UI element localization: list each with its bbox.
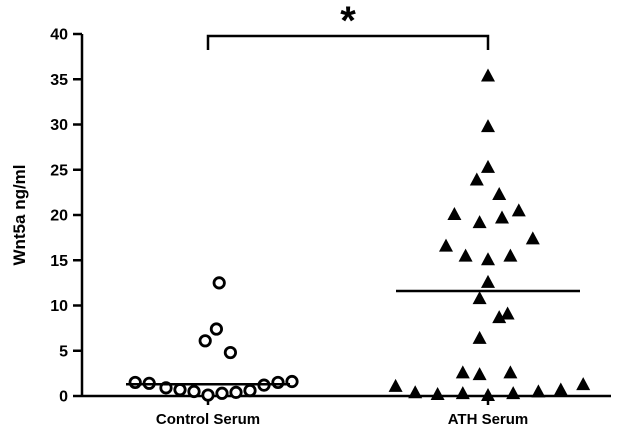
data-point [212, 276, 226, 290]
y-tick-label: 40 [50, 27, 68, 44]
y-tick-label: 25 [50, 162, 68, 179]
significance-line [206, 34, 490, 50]
mean-lines [126, 289, 580, 386]
data-point [481, 68, 495, 82]
y-axis: 0 5 10 15 20 25 30 35 40 [50, 27, 84, 406]
data-point [492, 187, 507, 201]
data-point [481, 274, 495, 288]
y-tick-label: 30 [50, 117, 68, 134]
y-tick-label: 20 [50, 208, 68, 225]
data-point [503, 248, 518, 262]
data-point [469, 172, 484, 186]
data-point [215, 386, 229, 400]
data-point [481, 252, 495, 266]
data-point [472, 215, 487, 229]
y-tick-label: 35 [50, 72, 68, 89]
data-point [495, 210, 509, 224]
data-point [243, 383, 257, 398]
data-point [472, 291, 487, 305]
data-point [198, 334, 212, 348]
y-tick-label: 5 [59, 343, 68, 360]
data-point [481, 159, 495, 173]
data-point [503, 365, 518, 379]
data-point [128, 375, 142, 390]
data-point [447, 206, 462, 220]
data-point [229, 385, 243, 399]
data-point [223, 345, 237, 360]
data-point [506, 386, 521, 400]
data-point [458, 248, 473, 262]
data-point [430, 387, 445, 401]
data-point [531, 384, 546, 398]
data-point [576, 377, 591, 391]
data-point [481, 387, 495, 401]
data-point [553, 382, 568, 396]
data-point [187, 384, 201, 399]
data-point [472, 330, 487, 344]
significance-bracket: * [206, 0, 490, 50]
data-point [173, 383, 187, 397]
data-point [525, 231, 540, 245]
x-axis: Control Serum ATH Serum [82, 394, 611, 428]
data-points [128, 68, 591, 402]
data-point [511, 203, 526, 217]
data-point [388, 378, 403, 392]
data-point [472, 367, 487, 381]
data-point [439, 238, 453, 252]
data-point [481, 119, 495, 133]
x-tick-label: ATH Serum [448, 411, 529, 428]
data-point [455, 386, 470, 400]
data-point [408, 385, 423, 399]
data-point [500, 306, 515, 320]
y-tick-label: 15 [50, 253, 68, 270]
data-point [492, 310, 507, 324]
data-point [209, 322, 223, 336]
data-point [455, 365, 470, 379]
data-point [201, 388, 215, 402]
x-tick-label: Control Serum [156, 411, 260, 428]
y-tick-label: 10 [50, 298, 68, 315]
y-tick-label: 0 [59, 389, 68, 406]
data-point [271, 375, 285, 390]
y-axis-label: Wnt5a ng/ml [10, 164, 29, 265]
significance-label: * [340, 0, 356, 43]
